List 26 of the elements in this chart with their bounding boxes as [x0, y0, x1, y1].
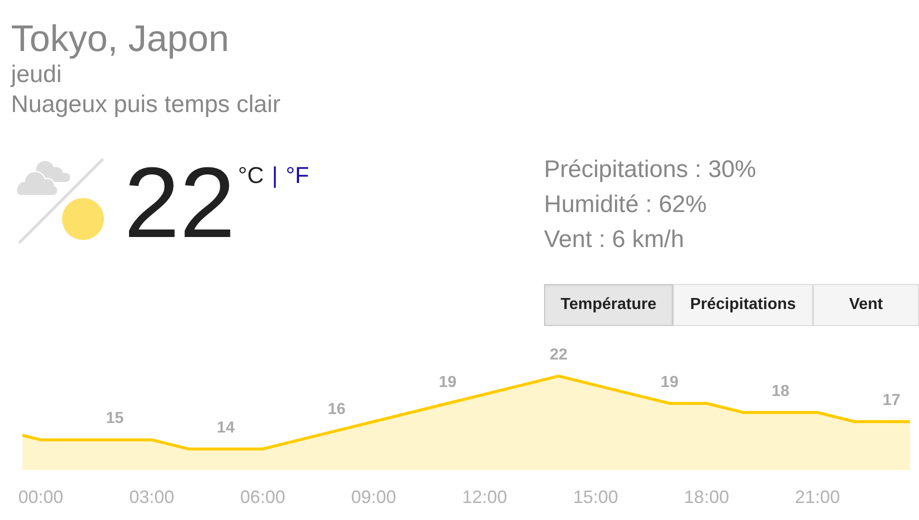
chart-subtitle: jeudi — [11, 61, 62, 88]
x-tick-label: 03:00 — [129, 486, 174, 507]
data-label: 16 — [328, 401, 346, 418]
text: | — [272, 162, 278, 188]
data-label: 14 — [216, 419, 235, 436]
data-label: 17 — [882, 392, 901, 410]
x-tick-label: 06:00 — [240, 486, 286, 507]
text: 22 — [124, 147, 236, 259]
x-tick-label: 21:00 — [795, 486, 840, 507]
chart-title: Tokyo, Japon — [11, 18, 230, 59]
text: Vent : 6 km/h — [544, 226, 684, 253]
data-label: 19 — [438, 374, 457, 391]
x-tick-label: 09:00 — [351, 486, 396, 507]
text: °F — [286, 162, 310, 188]
data-label: 22 — [550, 346, 568, 364]
x-tick-label: 18:00 — [684, 486, 730, 507]
text: Précipitations : 30% — [544, 156, 756, 183]
data-label: 18 — [772, 382, 790, 400]
x-tick-label: 00:00 — [18, 486, 64, 507]
x-tick-label: 15:00 — [573, 486, 618, 507]
text: Nuageux puis temps clair — [11, 91, 280, 118]
text: Humidité : 62% — [544, 191, 707, 218]
data-label: 19 — [660, 374, 679, 391]
x-tick-label: 12:00 — [462, 486, 508, 507]
text: °C — [238, 162, 264, 188]
data-label: 15 — [106, 410, 124, 428]
